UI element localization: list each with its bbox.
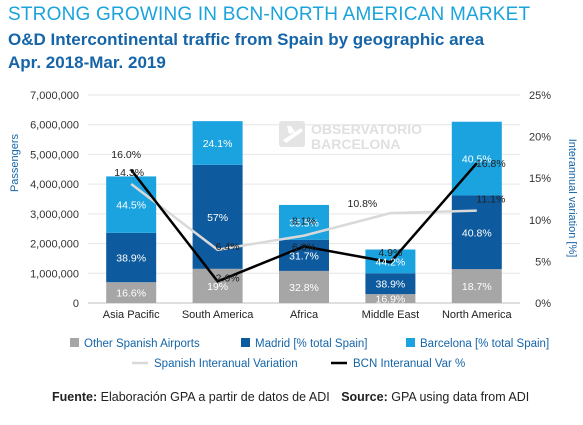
y-left-tick-label: 0 <box>73 298 79 310</box>
bar-segment <box>365 273 416 295</box>
variation-label: 16.8% <box>476 158 506 170</box>
variation-label: 14.3% <box>114 167 144 179</box>
source-en-text: GPA using data from ADI <box>391 390 530 404</box>
bar-segment <box>192 164 243 269</box>
bar-labels: 16.6% 38.9% 44.5% 19% 57% 24.1% 32.8% 31.7% 35.5… <box>116 138 491 306</box>
bar-percent-label: 40.8% <box>462 227 492 239</box>
bar-percent-label: 38.9% <box>376 279 406 291</box>
y-left-tick-label: 3,000,000 <box>30 209 79 221</box>
source-es-label: Fuente: <box>52 390 98 404</box>
variation-labels: 14.3% 6.4% 8.1% 10.8% 11.1% 16.0% 2.6% 6.8% 4.9%… <box>111 149 505 284</box>
legend-swatch <box>241 338 250 347</box>
legend-item: Madrid [% total Spain] <box>241 338 368 350</box>
bar-percent-label: 31.7% <box>289 250 319 262</box>
legend-item: Other Spanish Airports <box>70 338 200 350</box>
x-tick-label: North America <box>442 309 513 321</box>
x-tick-label: Africa <box>290 309 319 321</box>
legend-swatch <box>406 338 415 347</box>
x-ticks: Asia Pacific South America Africa Middle Ea… <box>103 309 513 321</box>
legend-label: BCN Interanual Var % <box>353 358 465 370</box>
chart-subtitle: O&D Intercontinental traffic from Spain … <box>8 30 485 49</box>
bar-percent-label: 16.6% <box>116 288 146 300</box>
y-left-ticks: 0 1,000,000 2,000,000 3,000,000 4,000,000 5,0… <box>30 90 79 310</box>
series-lines <box>130 162 478 283</box>
legend-item: Barcelona [% total Spain] <box>406 338 549 350</box>
y-left-tick-label: 4,000,000 <box>30 179 79 191</box>
bar-percent-label: 35.5% <box>289 217 319 229</box>
bar-percent-label: 32.8% <box>289 282 319 294</box>
bar-percent-label: 57% <box>207 212 228 224</box>
bar-segment <box>451 195 502 270</box>
y-left-tick-label: 2,000,000 <box>30 239 79 251</box>
source-es-text: Elaboración GPA a partir de datos de ADI <box>100 390 330 404</box>
y-right-tick-label: 25% <box>529 90 551 102</box>
bar-segment <box>106 282 157 303</box>
legend-label: Barcelona [% total Spain] <box>420 338 549 350</box>
source-note: Fuente: Elaboración GPA a partir de dato… <box>52 390 529 404</box>
variation-label: 6.8% <box>292 241 316 253</box>
source-en-label: Source: <box>341 390 388 404</box>
bar-percent-label: 24.1% <box>203 138 233 150</box>
x-tick-label: Middle East <box>362 309 419 321</box>
legend: Other Spanish Airports Madrid [% total Sp… <box>70 338 549 370</box>
y-right-tick-label: 10% <box>529 215 551 227</box>
chart-title: STRONG GROWING IN BCN-NORTH AMERICAN MAR… <box>8 4 531 25</box>
legend-item: Spanish Interanual Variation <box>132 358 298 370</box>
line-spanish-variation <box>130 183 477 252</box>
watermark-logo: OBSERVATORIO BARCELONA <box>279 121 422 152</box>
bar-percent-label: 44.2% <box>376 256 406 268</box>
legend-label: Other Spanish Airports <box>84 338 200 350</box>
variation-label: 8.1% <box>292 216 316 228</box>
y-right-ticks: 0% 5% 10% 15% 20% 25% <box>529 90 551 310</box>
bar-percent-label: 40.5% <box>462 154 492 166</box>
y-right-tick-label: 0% <box>535 298 551 310</box>
bar-segment <box>106 176 157 233</box>
bar-segment <box>106 232 157 283</box>
variation-label: 2.6% <box>216 272 240 284</box>
y-left-tick-label: 1,000,000 <box>30 268 79 280</box>
watermark-line1: OBSERVATORIO <box>311 121 422 137</box>
y-left-tick-label: 7,000,000 <box>30 90 79 102</box>
bar-percent-label: 16.9% <box>376 294 406 306</box>
y-left-tick-label: 6,000,000 <box>30 120 79 132</box>
x-tick-label: South America <box>182 309 254 321</box>
bar-segment <box>192 121 243 165</box>
bar-percent-label: 38.9% <box>116 253 146 265</box>
bar-segment <box>279 239 329 271</box>
bar-segment <box>279 270 329 303</box>
legend-label: Spanish Interanual Variation <box>154 358 298 370</box>
variation-label: 16.0% <box>111 149 141 161</box>
bar-segment <box>451 269 502 303</box>
y-right-axis-label: Interannual variation [%] <box>566 139 578 258</box>
x-tick-label: Asia Pacific <box>103 309 160 321</box>
y-right-tick-label: 15% <box>529 173 551 185</box>
y-right-tick-label: 5% <box>535 256 551 268</box>
y-left-tick-label: 5,000,000 <box>30 149 79 161</box>
variation-label: 10.8% <box>348 198 378 210</box>
y-left-axis-label: Passengers <box>9 133 21 192</box>
bar-segment <box>365 294 416 303</box>
y-right-tick-label: 20% <box>529 132 551 144</box>
chart-period: Apr. 2018-Mar. 2019 <box>8 53 166 72</box>
variation-label: 11.1% <box>476 194 505 206</box>
bar-percent-label: 19% <box>207 281 228 293</box>
bar-percent-label: 18.7% <box>462 281 492 293</box>
legend-label: Madrid [% total Spain] <box>255 338 368 350</box>
variation-label: 6.4% <box>216 241 240 253</box>
legend-item: BCN Interanual Var % <box>331 358 465 370</box>
legend-swatch <box>70 338 79 347</box>
line-bcn-variation <box>130 162 478 283</box>
variation-label: 4.9% <box>378 247 402 259</box>
bar-segment <box>279 204 329 240</box>
bar-percent-label: 44.5% <box>116 200 146 212</box>
watermark-line2: BARCELONA <box>311 136 400 152</box>
airplane-icon <box>279 121 305 147</box>
